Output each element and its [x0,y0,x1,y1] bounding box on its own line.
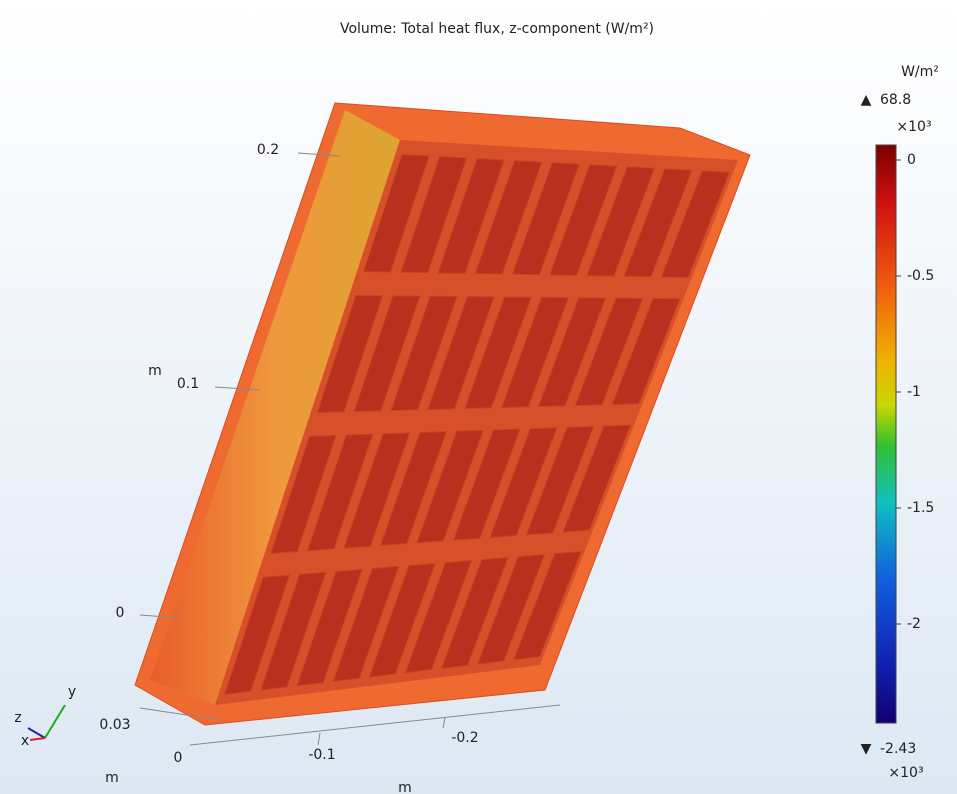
legend-exponent: ×10³ [888,765,923,781]
triad-label: z [14,710,21,726]
z-tick-label: 0.03 [99,717,130,733]
y-tick-label: 0 [116,605,125,621]
triad-label: x [21,733,29,749]
max-marker: ▲ [861,92,872,108]
min-value: -2.43 [880,741,916,757]
x-unit: m [398,780,412,794]
triad-label: y [68,684,76,700]
y-tick-label: 0.1 [177,376,199,392]
y-unit: m [148,363,162,379]
legend-unit: W/m² [901,64,939,80]
plot-title: Volume: Total heat flux, z-component (W/… [340,21,654,37]
legend-tick-label: -1.5 [907,500,934,516]
z-tick-label: 0 [174,750,183,766]
z-unit: m [105,770,119,786]
legend-exponent: ×10³ [896,119,931,135]
viewport: Volume: Total heat flux, z-component (W/… [0,0,957,794]
max-value: 68.8 [880,92,911,108]
color-bar [876,145,896,723]
legend-tick-label: -0.5 [907,268,934,284]
x-tick-label: -0.2 [451,730,478,746]
min-marker: ▼ [861,741,872,757]
y-tick-label: 0.2 [257,142,279,158]
legend-tick-label: 0 [907,152,916,168]
x-tick-label: -0.1 [308,747,335,763]
legend-tick-label: -1 [907,384,921,400]
legend-tick-label: -2 [907,616,921,632]
